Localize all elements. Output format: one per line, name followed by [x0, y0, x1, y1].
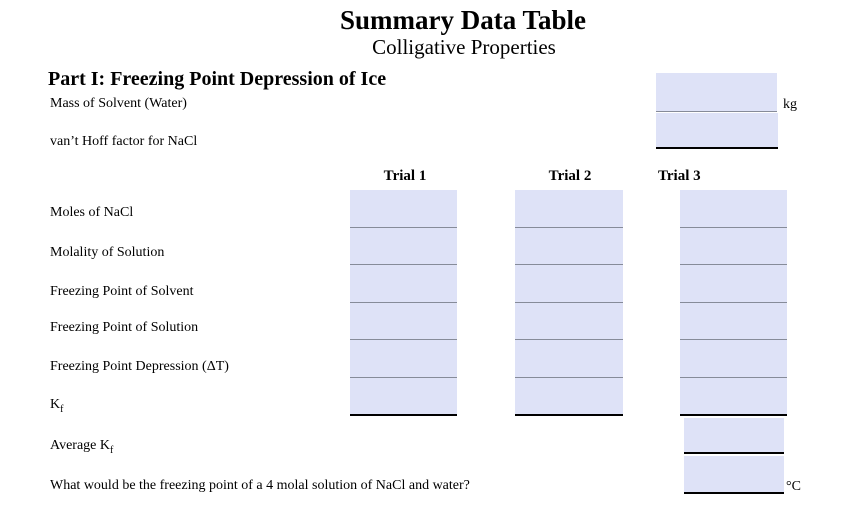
celsius-unit-label: °C [786, 479, 801, 494]
field-trial2-fp-solution[interactable] [515, 301, 623, 340]
trial1-header: Trial 1 [383, 168, 427, 184]
field-trial1-molality[interactable] [350, 226, 457, 265]
page-title: Summary Data Table [339, 5, 587, 35]
row-label-molality-of-solution: Molality of Solution [50, 245, 165, 260]
field-trial2-fp-depression[interactable] [515, 339, 623, 377]
field-trial2-fp-solvent[interactable] [515, 264, 623, 302]
field-trial3-kf[interactable] [680, 376, 787, 415]
part1-heading: Part I: Freezing Point Depression of Ice [48, 68, 387, 90]
trial2-column [515, 190, 623, 416]
field-trial3-fp-depression[interactable] [680, 339, 787, 377]
freezing-point-question-field[interactable] [684, 456, 784, 494]
field-trial1-kf[interactable] [350, 376, 457, 415]
row-label-freezing-point-of-solution: Freezing Point of Solution [50, 320, 199, 335]
field-trial3-fp-solvent[interactable] [680, 264, 787, 302]
field-trial1-fp-solution[interactable] [350, 301, 457, 340]
trial3-column [680, 190, 787, 416]
field-trial1-moles[interactable] [350, 190, 457, 227]
field-trial2-molality[interactable] [515, 226, 623, 265]
mass-of-solvent-field[interactable] [656, 73, 777, 112]
trial2-header: Trial 2 [548, 168, 592, 184]
mass-of-solvent-label: Mass of Solvent (Water) [50, 96, 187, 111]
field-trial2-moles[interactable] [515, 190, 623, 227]
field-trial3-moles[interactable] [680, 190, 787, 227]
kg-unit-label: kg [783, 97, 797, 112]
row-label-moles-of-nacl: Moles of NaCl [50, 205, 134, 220]
field-trial1-fp-solvent[interactable] [350, 264, 457, 302]
trial1-column [350, 190, 457, 416]
freezing-point-question-text: What would be the freezing point of a 4 … [50, 478, 470, 493]
average-kf-label: Average Kf [50, 438, 114, 456]
row-label-freezing-point-depression: Freezing Point Depression (ΔT) [50, 359, 229, 374]
page-subtitle: Colligative Properties [372, 35, 556, 59]
average-kf-field[interactable] [684, 418, 784, 454]
field-trial1-fp-depression[interactable] [350, 339, 457, 377]
field-trial3-fp-solution[interactable] [680, 301, 787, 340]
field-trial2-kf[interactable] [515, 376, 623, 415]
field-trial3-molality[interactable] [680, 226, 787, 265]
vant-hoff-label: van’t Hoff factor for NaCl [50, 134, 198, 149]
trial3-header: Trial 3 [658, 168, 701, 184]
row-label-kf: Kf [50, 397, 64, 415]
row-label-freezing-point-of-solvent: Freezing Point of Solvent [50, 284, 194, 299]
vant-hoff-field[interactable] [656, 113, 778, 149]
